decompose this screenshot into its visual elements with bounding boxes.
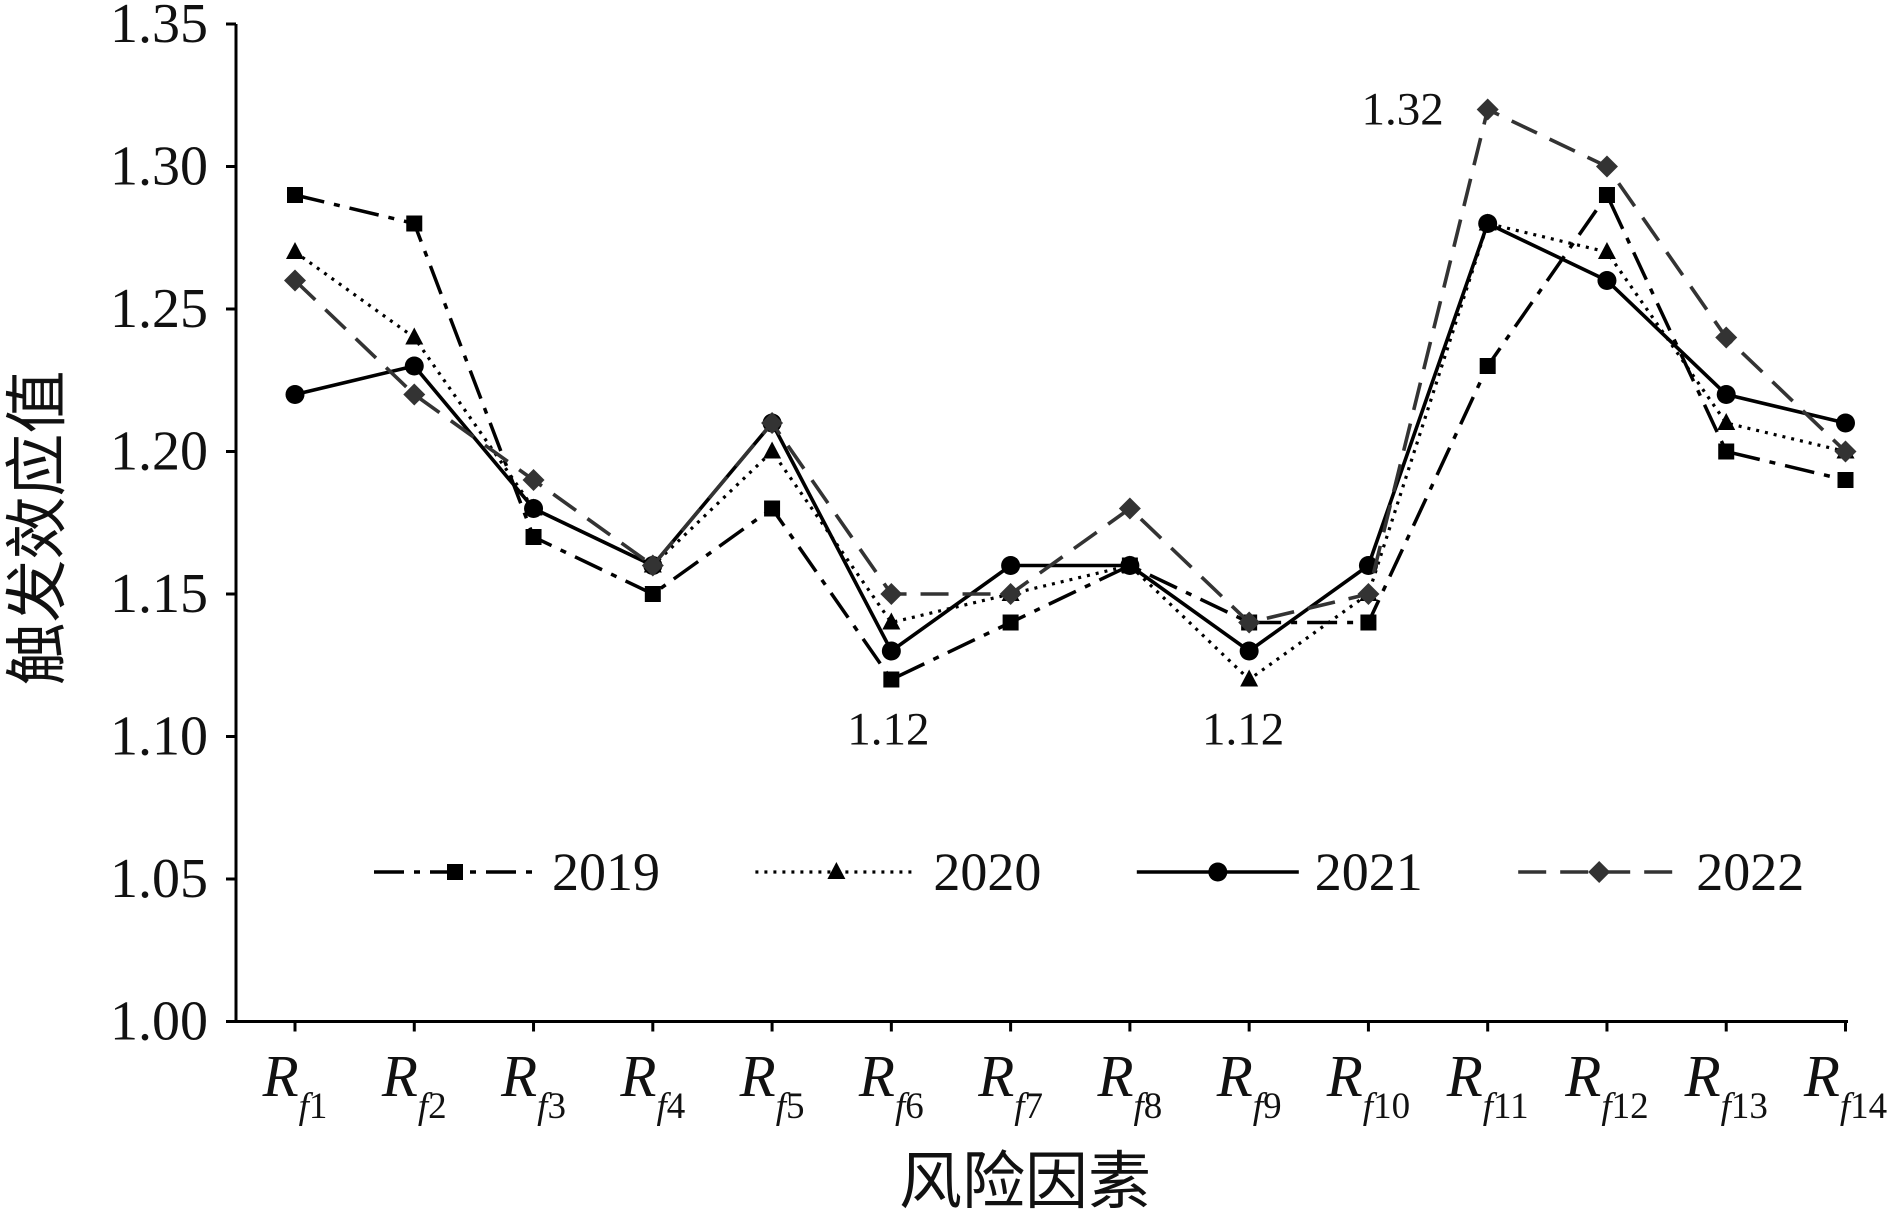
data-point-2019-Rf12 xyxy=(1598,187,1615,203)
data-point-2019-Rf5 xyxy=(764,500,781,517)
legend-item-2022: 2022 xyxy=(1518,842,1804,902)
data-point-2021-Rf9 xyxy=(1239,641,1259,661)
data-point-2019-Rf14 xyxy=(1837,472,1854,488)
data-point-2022-Rf8 xyxy=(1118,497,1141,520)
data-point-2021-Rf8 xyxy=(1120,556,1140,575)
data-point-2022-Rf7 xyxy=(999,583,1022,605)
x-axis-title: 风险因素 xyxy=(899,1147,1151,1217)
y-tick-label: 1.35 xyxy=(110,0,208,55)
data-point-2019-Rf10 xyxy=(1360,614,1377,631)
x-tick-label: Rf12 xyxy=(1564,1043,1648,1127)
x-tick-label: Rf9 xyxy=(1216,1043,1282,1127)
data-point-2020-Rf9 xyxy=(1240,669,1259,687)
data-point-2022-Rf14 xyxy=(1834,440,1857,463)
data-point-2019-Rf3 xyxy=(525,529,542,545)
data-point-2022-Rf9 xyxy=(1238,611,1261,634)
series-line-2021 xyxy=(294,221,1846,654)
legend-marker-2021 xyxy=(1208,862,1228,882)
data-point-2021-Rf6 xyxy=(881,641,901,661)
data-point-2021-Rf1 xyxy=(285,385,305,404)
legend-label-2021: 2021 xyxy=(1315,842,1423,902)
data-point-2019-Rf6 xyxy=(883,671,900,688)
x-tick-label: Rf11 xyxy=(1446,1043,1529,1127)
legend-label-2020: 2020 xyxy=(933,842,1041,902)
data-point-2020-Rf2 xyxy=(405,327,424,345)
x-tick-label: Rf6 xyxy=(858,1043,924,1127)
legend-marker-2022 xyxy=(1588,861,1611,883)
x-tick-label: Rf1 xyxy=(262,1043,328,1127)
legend-item-2021: 2021 xyxy=(1136,842,1423,902)
data-point-2020-Rf6 xyxy=(882,612,901,630)
series-2022 xyxy=(284,98,1857,634)
legend-label-2022: 2022 xyxy=(1696,842,1804,902)
data-point-2022-Rf12 xyxy=(1595,155,1618,178)
y-tick-labels: 1.00 1.05 1.10 1.15 1.20 1.25 1.30 1.35 xyxy=(110,0,208,1053)
data-label-Rf9: 1.12 xyxy=(1202,704,1284,756)
y-tick-label: 1.25 xyxy=(110,278,208,340)
data-point-2022-Rf1 xyxy=(284,269,306,292)
data-point-2022-Rf11 xyxy=(1476,98,1499,121)
data-point-2022-Rf13 xyxy=(1715,326,1738,349)
data-point-2022-Rf5 xyxy=(761,412,784,434)
data-label-Rf6: 1.12 xyxy=(847,704,929,756)
y-tick-label: 1.15 xyxy=(110,563,208,625)
x-tick-label: Rf2 xyxy=(381,1043,447,1127)
plot-area: 1.001.051.101.151.201.251.301.35 Rf1 Rf2 R… xyxy=(110,0,1887,1127)
y-axis-title: 触发效应值 xyxy=(3,371,73,686)
y-tick-label: 1.05 xyxy=(110,848,208,910)
data-point-2021-Rf13 xyxy=(1716,385,1736,404)
data-label-Rf11: 1.32 xyxy=(1361,84,1443,136)
legend-label-2019: 2019 xyxy=(552,842,660,902)
data-point-2019-Rf13 xyxy=(1718,443,1735,460)
legend-marker-2019 xyxy=(447,864,463,880)
legend-item-2019: 2019 xyxy=(374,842,660,902)
data-point-2021-Rf7 xyxy=(1001,556,1021,575)
legend-marker-2020 xyxy=(827,862,846,879)
data-point-2021-Rf11 xyxy=(1478,214,1498,233)
data-point-2022-Rf3 xyxy=(522,469,545,491)
legend: 2019 2020 2021 2022 xyxy=(374,842,1804,902)
x-tick-labels: Rf1 Rf2 Rf3 Rf4 Rf5 Rf6 Rf7 Rf8 Rf9 Rf10 Rf11 Rf12 R… xyxy=(262,1043,1888,1127)
data-labels: 1.32 1.12 1.12 xyxy=(847,84,1443,756)
y-tick-label: 1.10 xyxy=(110,706,208,768)
x-tick-label: Rf3 xyxy=(500,1043,566,1127)
x-tick-label: Rf4 xyxy=(619,1043,685,1127)
data-point-2021-Rf12 xyxy=(1597,271,1617,290)
series-2020 xyxy=(286,213,1855,687)
series-2021 xyxy=(285,214,1855,661)
series-line-2019 xyxy=(294,191,1846,682)
data-point-2022-Rf10 xyxy=(1357,583,1380,605)
x-tick-label: Rf7 xyxy=(977,1043,1043,1127)
data-point-2022-Rf2 xyxy=(403,383,426,406)
x-tick-label: Rf10 xyxy=(1326,1043,1410,1127)
x-tick-label: Rf5 xyxy=(739,1043,805,1127)
data-point-2020-Rf12 xyxy=(1597,242,1616,259)
series-2019 xyxy=(287,187,1854,688)
x-tick-label: Rf14 xyxy=(1803,1043,1887,1127)
data-point-2019-Rf11 xyxy=(1479,358,1496,374)
series-line-2020 xyxy=(294,221,1846,682)
y-tick-label: 1.20 xyxy=(110,421,208,483)
data-point-2022-Rf4 xyxy=(641,554,664,577)
legend-item-2020: 2020 xyxy=(755,842,1041,902)
data-point-2021-Rf3 xyxy=(524,499,544,518)
data-point-2022-Rf6 xyxy=(880,583,903,605)
data-point-2021-Rf14 xyxy=(1836,413,1855,433)
x-tick-label: Rf13 xyxy=(1684,1043,1768,1127)
data-point-2019-Rf7 xyxy=(1002,614,1019,631)
y-tick-label: 1.30 xyxy=(110,136,208,198)
data-point-2019-Rf4 xyxy=(644,586,661,602)
series-group xyxy=(284,98,1857,688)
data-point-2020-Rf1 xyxy=(286,242,304,259)
x-tick-label: Rf8 xyxy=(1096,1043,1162,1127)
data-point-2019-Rf2 xyxy=(406,215,423,232)
data-point-2021-Rf2 xyxy=(404,356,424,376)
series-line-2022 xyxy=(293,106,1847,625)
axes xyxy=(226,22,1848,1032)
y-tick-label: 1.00 xyxy=(110,991,208,1053)
data-point-2020-Rf5 xyxy=(763,441,782,459)
data-point-2019-Rf1 xyxy=(287,187,303,203)
data-point-2020-Rf13 xyxy=(1717,413,1736,430)
